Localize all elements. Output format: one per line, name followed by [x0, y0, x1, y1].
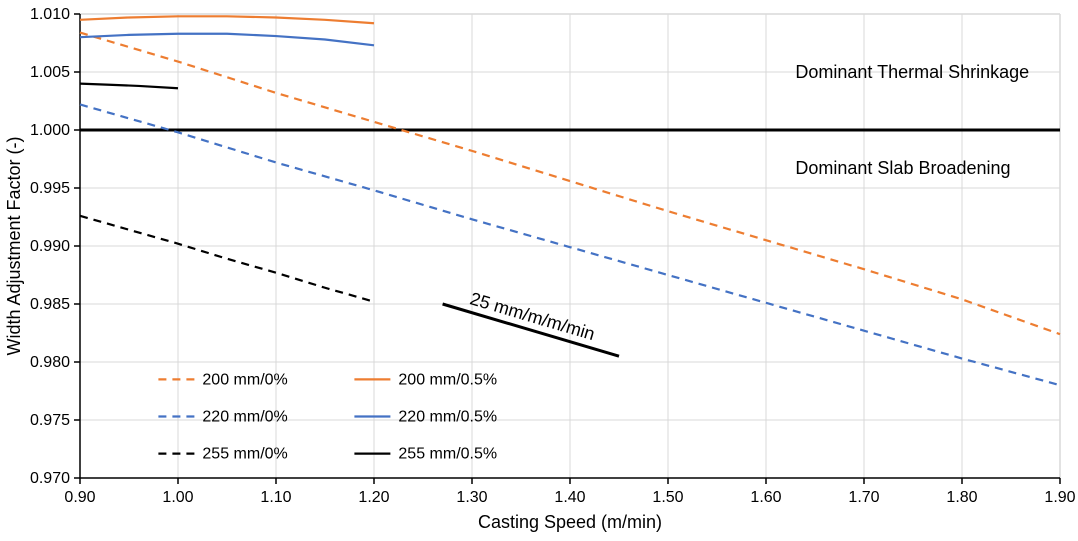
y-tick-label: 1.000 — [30, 122, 70, 139]
x-tick-label: 1.60 — [750, 489, 781, 506]
line-chart: 25 mm/m/m/minDominant Thermal ShrinkageD… — [0, 0, 1078, 541]
x-tick-label: 1.00 — [162, 489, 193, 506]
annotation: Dominant Slab Broadening — [795, 158, 1010, 178]
y-tick-label: 1.010 — [30, 6, 70, 23]
legend-label: 220 mm/0% — [202, 409, 287, 426]
y-tick-label: 1.005 — [30, 64, 70, 81]
legend-label: 220 mm/0.5% — [398, 409, 497, 426]
x-tick-label: 1.50 — [652, 489, 683, 506]
chart-container: 25 mm/m/m/minDominant Thermal ShrinkageD… — [0, 0, 1078, 541]
x-tick-label: 1.10 — [260, 489, 291, 506]
legend-label: 200 mm/0.5% — [398, 371, 497, 388]
x-tick-label: 1.40 — [554, 489, 585, 506]
x-tick-label: 1.70 — [848, 489, 879, 506]
legend-label: 255 mm/0.5% — [398, 446, 497, 463]
annotation: Dominant Thermal Shrinkage — [795, 62, 1029, 82]
y-axis-label: Width Adjustment Factor (-) — [4, 136, 24, 355]
x-tick-label: 1.30 — [456, 489, 487, 506]
x-tick-label: 1.80 — [946, 489, 977, 506]
y-tick-label: 0.970 — [30, 470, 70, 487]
y-tick-label: 0.980 — [30, 354, 70, 371]
legend-label: 255 mm/0% — [202, 446, 287, 463]
legend-label: 200 mm/0% — [202, 371, 287, 388]
y-tick-label: 0.995 — [30, 180, 70, 197]
x-tick-label: 1.90 — [1044, 489, 1075, 506]
y-tick-label: 0.975 — [30, 412, 70, 429]
y-tick-label: 0.985 — [30, 296, 70, 313]
x-axis-label: Casting Speed (m/min) — [478, 512, 662, 532]
y-tick-label: 0.990 — [30, 238, 70, 255]
x-tick-label: 1.20 — [358, 489, 389, 506]
x-tick-label: 0.90 — [64, 489, 95, 506]
